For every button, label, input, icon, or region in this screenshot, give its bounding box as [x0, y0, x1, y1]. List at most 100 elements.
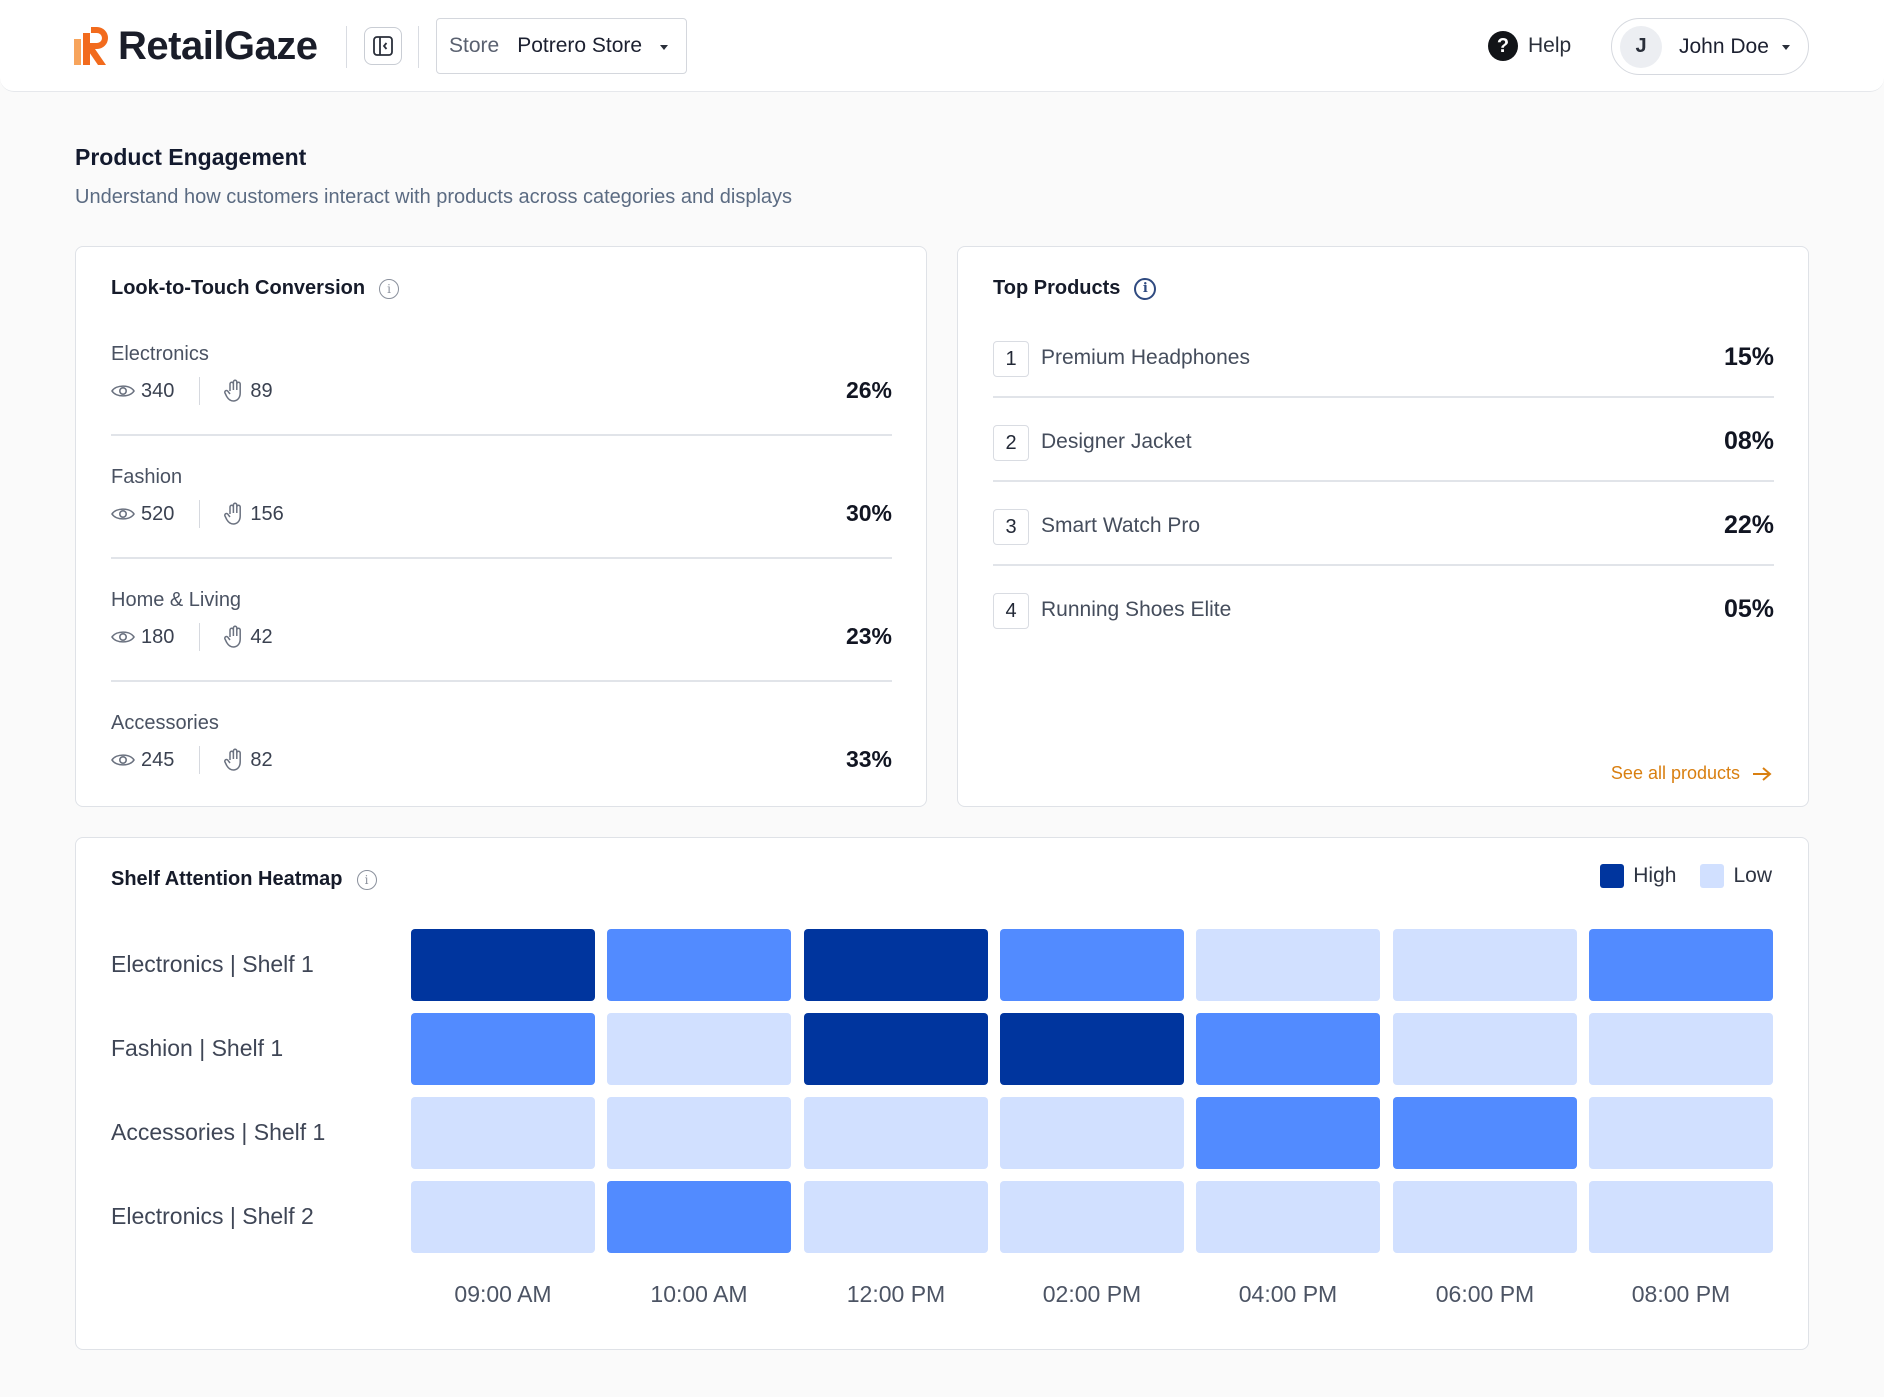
- page-title: Product Engagement: [75, 144, 307, 170]
- heatmap-time-label: 04:00 PM: [1238, 1281, 1338, 1307]
- heatmap-cell[interactable]: [1196, 1181, 1380, 1253]
- looks-stat: 340: [111, 380, 174, 403]
- heatmap-cell[interactable]: [804, 1097, 988, 1169]
- product-row[interactable]: 2 Designer Jacket 08%: [993, 425, 1774, 509]
- eye-icon: [111, 385, 135, 397]
- legend-high-label: High: [1633, 864, 1677, 887]
- eye-icon: [111, 508, 135, 520]
- looks-stat: 520: [111, 503, 174, 526]
- category-name: Accessories: [111, 712, 219, 734]
- legend-high: High: [1600, 864, 1676, 888]
- heatmap-cell[interactable]: [1000, 1181, 1184, 1253]
- rank-badge: 4: [993, 593, 1029, 629]
- conversion-stats: 245 82: [111, 745, 273, 775]
- stat-divider: [199, 377, 201, 405]
- heatmap-cell[interactable]: [607, 1013, 791, 1085]
- heatmap-cell[interactable]: [804, 929, 988, 1001]
- hand-touch-icon: [224, 625, 242, 648]
- conversion-row: Electronics 340 89 26%: [111, 343, 892, 444]
- stat-divider: [199, 623, 201, 651]
- product-name: Smart Watch Pro: [1041, 514, 1201, 537]
- see-all-products-link[interactable]: See all products: [1611, 763, 1772, 784]
- legend-low-label: Low: [1733, 864, 1772, 887]
- heatmap-cell[interactable]: [1393, 1181, 1577, 1253]
- sidebar-toggle-button[interactable]: [364, 27, 402, 65]
- heatmap-cell[interactable]: [1393, 1013, 1577, 1085]
- row-divider: [993, 480, 1774, 482]
- touches-stat: 89: [224, 379, 273, 403]
- look-to-touch-card: Look-to-Touch Conversion i Electronics 3…: [75, 246, 927, 807]
- heatmap-cell[interactable]: [1000, 929, 1184, 1001]
- info-icon[interactable]: i: [379, 278, 400, 299]
- row-divider: [111, 680, 892, 682]
- info-icon[interactable]: i: [356, 869, 377, 890]
- conversion-stats: 180 42: [111, 622, 273, 652]
- card-title-text: Top Products: [993, 277, 1121, 299]
- stat-divider: [199, 746, 201, 774]
- info-icon[interactable]: i: [1134, 277, 1157, 300]
- heatmap-cell[interactable]: [607, 929, 791, 1001]
- legend-low: Low: [1700, 864, 1772, 888]
- heatmap-cell[interactable]: [1196, 1013, 1380, 1085]
- conversion-percent: 23%: [845, 623, 892, 649]
- product-percent: 08%: [1723, 427, 1774, 455]
- heatmap-time-label: 09:00 AM: [454, 1281, 552, 1307]
- heatmap-cell[interactable]: [1589, 1013, 1773, 1085]
- heatmap-cell[interactable]: [1000, 1013, 1184, 1085]
- brand-name: RetailGaze: [118, 24, 318, 68]
- heatmap-cell[interactable]: [411, 1013, 595, 1085]
- heatmap-cell[interactable]: [1589, 1097, 1773, 1169]
- heatmap-cell[interactable]: [804, 1181, 988, 1253]
- looks-count: 245: [141, 748, 175, 771]
- heatmap-cell[interactable]: [411, 929, 595, 1001]
- heatmap-cell[interactable]: [1393, 1097, 1577, 1169]
- heatmap-row-label: Electronics | Shelf 1: [111, 951, 314, 977]
- conversion-row: Home & Living 180 42 23%: [111, 589, 892, 690]
- store-select-value: Potrero Store: [517, 34, 643, 57]
- help-icon: ?: [1488, 31, 1518, 61]
- heatmap-cell[interactable]: [607, 1097, 791, 1169]
- heatmap-cell[interactable]: [411, 1097, 595, 1169]
- card-title-text: Look-to-Touch Conversion: [111, 277, 366, 299]
- product-row[interactable]: 3 Smart Watch Pro 22%: [993, 509, 1774, 593]
- row-divider: [993, 396, 1774, 398]
- product-name: Premium Headphones: [1041, 346, 1250, 369]
- product-row[interactable]: 1 Premium Headphones 15%: [993, 341, 1774, 425]
- eye-icon: [111, 754, 135, 766]
- card-title-text: Shelf Attention Heatmap: [111, 868, 343, 890]
- brand-logo[interactable]: RetailGaze: [74, 26, 318, 66]
- touches-count: 82: [250, 748, 273, 771]
- heatmap-cell[interactable]: [1196, 1097, 1380, 1169]
- top-products-title: Top Products i: [993, 277, 1157, 300]
- conversion-stats: 520 156: [111, 499, 284, 529]
- heatmap-cell[interactable]: [1589, 1181, 1773, 1253]
- heatmap-time-label: 12:00 PM: [846, 1281, 946, 1307]
- conversion-stats: 340 89: [111, 376, 273, 406]
- help-button[interactable]: ? Help: [1488, 31, 1571, 61]
- shelf-heatmap-card: Shelf Attention Heatmap i High Low Elect…: [75, 837, 1809, 1350]
- legend-low-swatch: [1700, 864, 1725, 888]
- legend-high-swatch: [1600, 864, 1625, 888]
- heatmap-cell[interactable]: [804, 1013, 988, 1085]
- hand-touch-icon: [224, 379, 242, 402]
- product-name: Designer Jacket: [1041, 430, 1192, 453]
- category-name: Fashion: [111, 466, 183, 488]
- retailgaze-logo-icon: [74, 27, 108, 65]
- heatmap-cell[interactable]: [1393, 929, 1577, 1001]
- sidebar-collapse-icon: [373, 36, 393, 56]
- touches-count: 89: [250, 379, 273, 402]
- heatmap-cell[interactable]: [1196, 929, 1380, 1001]
- heatmap-cell[interactable]: [1000, 1097, 1184, 1169]
- heatmap-title: Shelf Attention Heatmap i: [111, 868, 377, 891]
- user-menu[interactable]: J John Doe: [1611, 18, 1809, 75]
- heatmap-cell[interactable]: [411, 1181, 595, 1253]
- row-divider: [111, 557, 892, 559]
- heatmap-cell[interactable]: [607, 1181, 791, 1253]
- store-select[interactable]: Store Potrero Store: [436, 18, 687, 74]
- store-select-label: Store: [449, 34, 500, 57]
- product-row[interactable]: 4 Running Shoes Elite 05%: [993, 593, 1774, 677]
- looks-stat: 245: [111, 749, 174, 772]
- heatmap-time-label: 08:00 PM: [1631, 1281, 1731, 1307]
- heatmap-row-label: Accessories | Shelf 1: [111, 1119, 326, 1145]
- heatmap-cell[interactable]: [1589, 929, 1773, 1001]
